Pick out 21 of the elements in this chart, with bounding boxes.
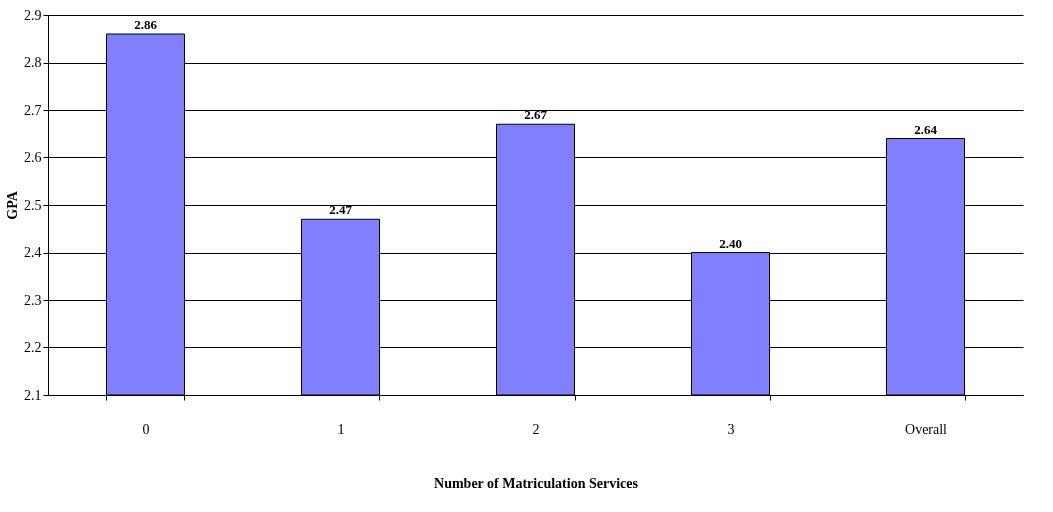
y-tick-label: 2.1 (24, 387, 42, 403)
y-axis-title: GPA (5, 190, 20, 220)
x-tick-label: 1 (337, 421, 345, 437)
x-tick-label: 0 (142, 421, 150, 437)
y-tick-label: 2.8 (24, 55, 42, 70)
y-tick-label: 2.3 (24, 292, 42, 308)
y-tick-label: 2.6 (24, 150, 42, 165)
data-label: 2.64 (914, 121, 938, 137)
data-label: 2.86 (134, 17, 158, 32)
data-label: 2.40 (719, 235, 742, 251)
x-tick-label: 2 (532, 421, 540, 437)
y-tick-label: 2.4 (24, 245, 42, 260)
data-label: 2.67 (524, 107, 548, 123)
y-tick-label: 2.7 (24, 102, 42, 118)
x-tick-label: Overall (905, 421, 948, 437)
y-tick-label: 2.9 (24, 7, 42, 23)
x-tick-label: 3 (727, 421, 735, 437)
data-label: 2.47 (329, 202, 353, 218)
y-tick-label: 2.5 (24, 197, 42, 213)
x-axis-title: Number of Matriculation Services (434, 475, 639, 491)
y-tick-label: 2.2 (24, 340, 42, 355)
